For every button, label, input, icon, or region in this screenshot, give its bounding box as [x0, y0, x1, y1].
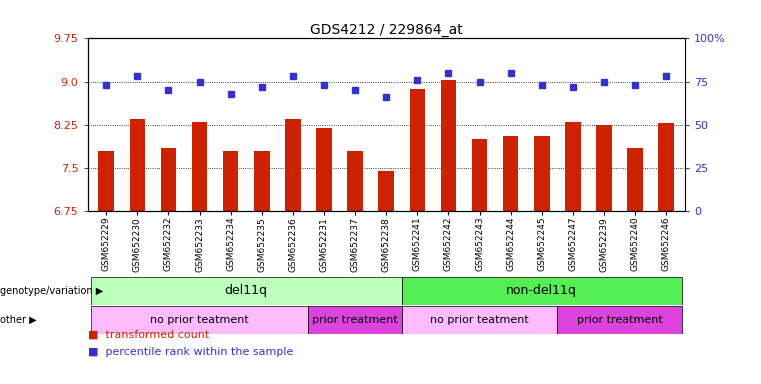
Bar: [565, 122, 581, 211]
Bar: [223, 151, 238, 211]
Text: del11q: del11q: [224, 285, 268, 297]
Bar: [503, 136, 518, 211]
Bar: [129, 119, 145, 211]
Bar: [402, 277, 682, 305]
Bar: [308, 306, 402, 333]
Text: prior treatment: prior treatment: [577, 314, 662, 325]
Bar: [192, 122, 207, 211]
Bar: [161, 148, 177, 211]
Bar: [557, 306, 682, 333]
Text: non-del11q: non-del11q: [506, 285, 577, 297]
Bar: [409, 89, 425, 211]
Text: no prior teatment: no prior teatment: [430, 314, 529, 325]
Bar: [627, 148, 643, 211]
Bar: [98, 151, 114, 211]
Text: ■  transformed count: ■ transformed count: [88, 329, 209, 339]
Bar: [91, 277, 402, 305]
Bar: [91, 306, 308, 333]
Text: other ▶: other ▶: [0, 314, 37, 325]
Bar: [596, 125, 612, 211]
Text: no prior teatment: no prior teatment: [150, 314, 249, 325]
Text: genotype/variation ▶: genotype/variation ▶: [0, 286, 103, 296]
Text: prior treatment: prior treatment: [312, 314, 398, 325]
Bar: [378, 171, 394, 211]
Bar: [658, 123, 674, 211]
Bar: [472, 139, 487, 211]
Bar: [317, 127, 332, 211]
Bar: [254, 151, 269, 211]
Bar: [285, 119, 301, 211]
Text: ■  percentile rank within the sample: ■ percentile rank within the sample: [88, 346, 293, 357]
Bar: [402, 306, 557, 333]
Title: GDS4212 / 229864_at: GDS4212 / 229864_at: [310, 23, 463, 37]
Bar: [347, 151, 363, 211]
Bar: [441, 81, 456, 211]
Bar: [534, 136, 549, 211]
